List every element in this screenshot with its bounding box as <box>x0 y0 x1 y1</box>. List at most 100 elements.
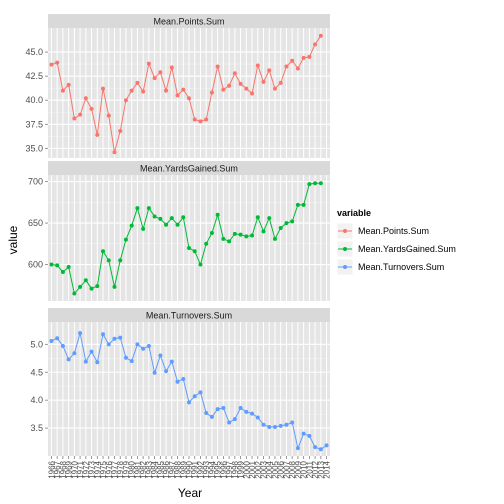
x-tick-label: 1995 <box>214 460 223 478</box>
x-tick-label: 1987 <box>168 460 177 478</box>
data-point <box>129 88 134 93</box>
data-point <box>272 236 277 241</box>
x-tick-label: 1967 <box>53 460 62 478</box>
data-point <box>146 344 151 349</box>
x-tick-label: 1998 <box>231 460 240 478</box>
x-tick-label: 1999 <box>237 460 246 478</box>
data-point <box>238 232 243 237</box>
data-point <box>112 284 117 289</box>
data-point <box>158 216 163 221</box>
data-point <box>78 112 83 117</box>
legend-label: Mean.Points.Sum <box>358 226 429 236</box>
data-point <box>278 226 283 231</box>
x-tick-label: 1968 <box>59 460 68 478</box>
data-point <box>244 234 249 239</box>
x-tick-label: 2008 <box>288 460 297 478</box>
data-point <box>106 258 111 263</box>
data-point <box>192 249 197 254</box>
data-point <box>313 445 318 450</box>
data-point <box>278 80 283 85</box>
data-point <box>324 443 329 448</box>
data-point <box>129 223 134 228</box>
x-tick-label: 1975 <box>99 460 108 478</box>
data-point <box>89 286 94 291</box>
x-tick-label: 1981 <box>133 460 142 478</box>
x-tick-label: 2010 <box>300 460 309 478</box>
x-tick-label: 1983 <box>145 460 154 478</box>
panels-layer: Mean.Points.Sum35.037.540.042.545.0Mean.… <box>25 14 332 479</box>
data-point <box>272 424 277 429</box>
data-point <box>106 113 111 118</box>
data-point <box>318 33 323 38</box>
data-point <box>267 68 272 73</box>
y-tick-label: 45.0 <box>25 47 43 57</box>
data-point <box>318 181 323 186</box>
data-point <box>164 222 169 227</box>
data-point <box>301 431 306 436</box>
y-tick-label: 5.0 <box>30 339 43 349</box>
x-tick-label: 2005 <box>271 460 280 478</box>
data-point <box>135 342 140 347</box>
data-point <box>215 407 220 412</box>
y-tick-label: 4.0 <box>30 395 43 405</box>
data-point <box>49 62 54 67</box>
data-point <box>118 335 123 340</box>
data-point <box>238 81 243 86</box>
facet-strip <box>48 14 330 28</box>
data-point <box>89 349 94 354</box>
data-point <box>232 417 237 422</box>
data-point <box>278 423 283 428</box>
data-point <box>158 70 163 75</box>
data-point <box>250 91 255 96</box>
data-point <box>267 424 272 429</box>
data-point <box>164 369 169 374</box>
x-axis-title: Year <box>178 486 202 500</box>
x-tick-label: 1996 <box>219 460 228 478</box>
data-point <box>95 284 100 289</box>
x-tick-label: 1970 <box>70 460 79 478</box>
data-point <box>141 346 146 351</box>
data-point <box>255 63 260 68</box>
y-tick-label: 3.5 <box>30 423 43 433</box>
x-tick-label: 1978 <box>116 460 125 478</box>
data-point <box>72 116 77 121</box>
x-tick-label: 2004 <box>265 460 274 478</box>
data-point <box>123 237 128 242</box>
data-point <box>78 284 83 289</box>
data-point <box>192 394 197 399</box>
data-point <box>66 82 71 87</box>
x-tick-label: 1991 <box>191 460 200 478</box>
data-point <box>175 222 180 227</box>
data-point <box>198 119 203 124</box>
data-point <box>83 96 88 101</box>
legend: variable Mean.Points.Sum Mean.YardsGained… <box>336 208 456 276</box>
x-tick-label: 1993 <box>202 460 211 478</box>
data-point <box>158 353 163 358</box>
x-tick-label: 1979 <box>122 460 131 478</box>
y-tick-label: 600 <box>28 260 43 270</box>
x-tick-label: 2009 <box>294 460 303 478</box>
facet-strip <box>48 161 330 175</box>
x-tick-label: 1971 <box>76 460 85 478</box>
facet-strip <box>48 308 330 322</box>
data-point <box>192 117 197 122</box>
data-point <box>95 360 100 365</box>
data-point <box>307 433 312 438</box>
facet-strip-label: Mean.YardsGained.Sum <box>140 164 238 174</box>
data-point <box>49 338 54 343</box>
x-tick-label: 1972 <box>82 460 91 478</box>
data-point <box>112 150 117 155</box>
data-point <box>290 219 295 224</box>
data-point <box>181 376 186 381</box>
x-tick-label: 1977 <box>110 460 119 478</box>
data-point <box>135 80 140 85</box>
legend-item: Mean.Turnovers.Sum <box>336 258 444 276</box>
y-tick-label: 700 <box>28 177 43 187</box>
data-point <box>227 239 232 244</box>
data-point <box>232 71 237 76</box>
x-tick-label: 1974 <box>93 460 102 478</box>
data-point <box>204 241 209 246</box>
data-point <box>146 206 151 211</box>
data-point <box>232 231 237 236</box>
data-point <box>112 336 117 341</box>
